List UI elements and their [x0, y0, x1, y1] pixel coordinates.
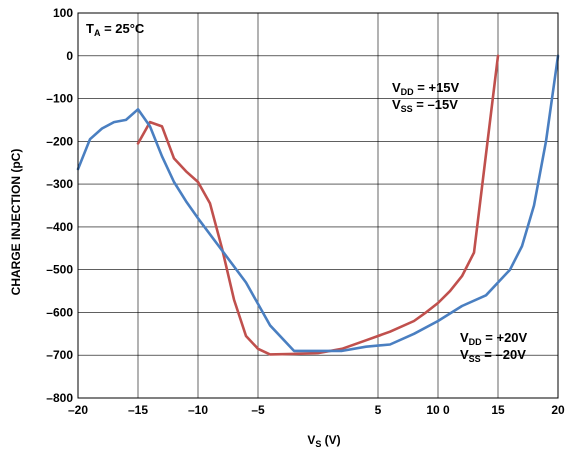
- y-tick-label: –800: [46, 391, 73, 405]
- x-tick-label: –10: [188, 403, 208, 417]
- y-tick-label: –600: [46, 305, 73, 319]
- y-tick-labels: 100 0 –100 –200 –300 –400 –500 –600 –700 –800: [46, 6, 73, 405]
- x-tick-label: –15: [128, 403, 148, 417]
- vss-15v-annotation: VSS = –15V: [392, 97, 458, 114]
- series-line-15v: [136, 54, 500, 356]
- x-tick-label: –20: [68, 403, 88, 417]
- y-tick-label: –300: [46, 177, 73, 191]
- x-tick-label: 20: [551, 403, 565, 417]
- temperature-annotation: TA = 25°C: [86, 21, 145, 38]
- y-tick-label: 0: [66, 49, 73, 63]
- x-axis-title: VS (V): [307, 433, 340, 449]
- y-tick-label: –500: [46, 263, 73, 277]
- x-tick-label: 15: [491, 403, 505, 417]
- y-axis-title: CHARGE INJECTION (pC): [9, 149, 23, 296]
- series-line-20v: [76, 54, 560, 353]
- x-tick-label: 10 0: [426, 403, 450, 417]
- series-lines: [76, 54, 560, 356]
- y-tick-label: –100: [46, 92, 73, 106]
- x-tick-label: –5: [251, 403, 265, 417]
- x-tick-label: 5: [375, 403, 382, 417]
- vss-20v-annotation: VSS = –20V: [460, 347, 526, 364]
- vdd-15v-annotation: VDD = +15V: [392, 80, 460, 97]
- y-tick-label: 100: [53, 6, 73, 20]
- y-tick-label: –200: [46, 134, 73, 148]
- y-tick-label: –400: [46, 220, 73, 234]
- plot-frame: [77, 12, 559, 399]
- vdd-20v-annotation: VDD = +20V: [460, 330, 528, 347]
- x-tick-labels: –20 –15 –10 –5 5 10 0 15 20: [68, 403, 565, 417]
- y-tick-label: –700: [46, 348, 73, 362]
